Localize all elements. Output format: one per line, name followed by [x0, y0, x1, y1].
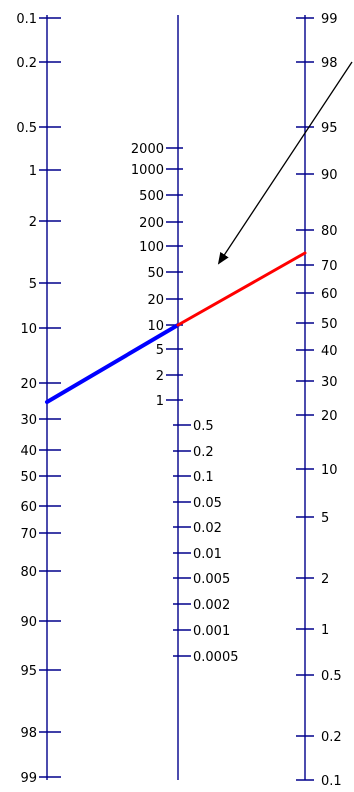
right-scale-label: 1	[321, 623, 329, 638]
left-scale-label: 0.1	[16, 12, 37, 27]
left-scale-label: 40	[20, 444, 37, 459]
right-scale-label: 80	[321, 224, 338, 239]
middle-scale-label: 200	[139, 216, 164, 231]
left-scale-label: 95	[20, 664, 37, 679]
left-scale: 0.1 0.2 0.5 1 2 5 10 20 30 40 50 60 70 80 90 95 98 99	[16, 12, 61, 786]
middle-scale-label: 0.2	[193, 445, 214, 460]
left-scale-label: 1	[29, 164, 37, 179]
middle-scale-label: 1000	[131, 163, 164, 178]
example-line-left-segment	[45, 323, 180, 404]
middle-scale-label: 0.005	[193, 572, 230, 587]
right-scale-label: 30	[321, 375, 338, 390]
left-scale-label: 99	[20, 771, 37, 786]
left-scale-label: 30	[20, 413, 37, 428]
left-scale-label: 10	[20, 322, 37, 337]
middle-scale-label: 2000	[131, 142, 164, 157]
right-scale-label: 0.2	[321, 730, 342, 745]
middle-scale-label: 1	[156, 394, 164, 409]
right-scale-label: 99	[321, 12, 338, 27]
middle-scale-label: 10	[147, 319, 164, 334]
middle-scale-label: 50	[147, 266, 164, 281]
right-scale-label: 90	[321, 168, 338, 183]
example-line-right-segment	[176, 251, 307, 327]
right-scale-label: 0.1	[321, 774, 342, 789]
middle-scale-label: 0.002	[193, 598, 230, 613]
middle-scale-label: 0.02	[193, 521, 222, 536]
middle-scale-label: 0.0005	[193, 650, 239, 665]
left-scale-label: 50	[20, 470, 37, 485]
left-scale-label: 80	[20, 565, 37, 580]
right-scale-label: 0.5	[321, 669, 342, 684]
right-scale: 99 98 95 90 80 70 60 50 40 30 20 10 5 2 1 0.5 0.2 0.1	[296, 12, 342, 789]
right-scale-label: 10	[321, 463, 338, 478]
middle-scale-label: 0.001	[193, 624, 230, 639]
left-scale-label: 0.2	[16, 56, 37, 71]
middle-scale: 2000 1000 500 200 100 50 20 10 5 2 1 0.5 0.2 0.1 0.05 0…	[131, 142, 239, 665]
right-scale-label: 20	[321, 409, 338, 424]
right-scale-label: 95	[321, 121, 338, 136]
middle-scale-label: 500	[139, 189, 164, 204]
left-scale-label: 90	[20, 615, 37, 630]
middle-scale-label: 0.05	[193, 496, 222, 511]
right-scale-label: 2	[321, 572, 329, 587]
middle-scale-label: 100	[139, 240, 164, 255]
middle-scale-label: 5	[156, 343, 164, 358]
right-scale-label: 40	[321, 344, 338, 359]
right-scale-label: 70	[321, 259, 338, 274]
left-scale-label: 20	[20, 377, 37, 392]
left-scale-label: 2	[29, 215, 37, 230]
left-scale-label: 60	[20, 500, 37, 515]
left-scale-label: 5	[29, 277, 37, 292]
right-scale-label: 5	[321, 511, 329, 526]
right-scale-label: 50	[321, 317, 338, 332]
diagonal-arrow-icon	[217, 61, 353, 265]
middle-scale-label: 0.1	[193, 470, 214, 485]
middle-scale-label: 20	[147, 293, 164, 308]
left-scale-label: 98	[20, 726, 37, 741]
right-scale-label: 98	[321, 56, 338, 71]
middle-scale-label: 0.5	[193, 419, 214, 434]
middle-scale-label: 0.01	[193, 547, 222, 562]
left-scale-label: 70	[20, 527, 37, 542]
left-scale-label: 0.5	[16, 121, 37, 136]
right-scale-label: 60	[321, 287, 338, 302]
middle-scale-label: 2	[156, 369, 164, 384]
